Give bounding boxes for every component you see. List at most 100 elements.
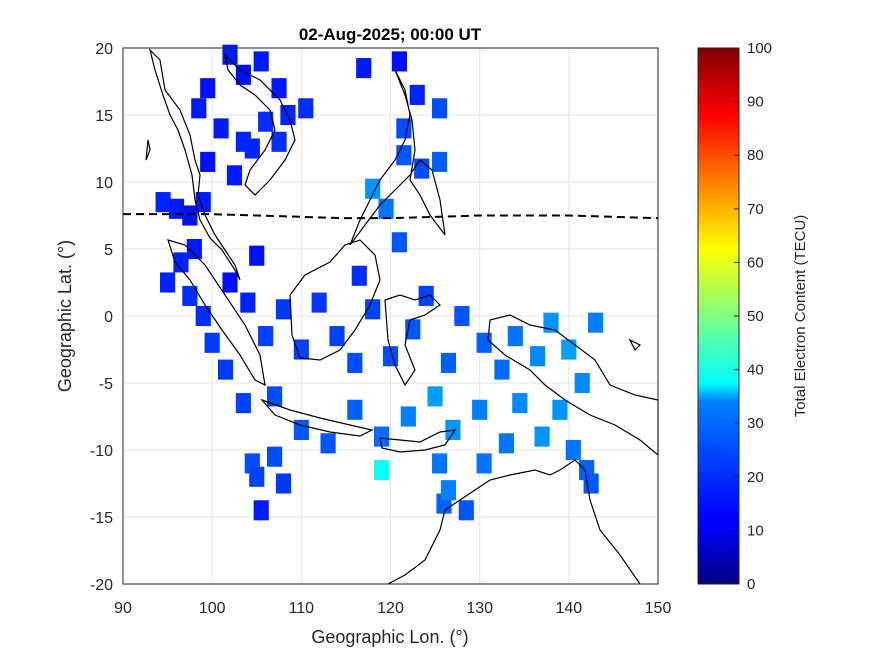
coast-java	[260, 398, 374, 437]
tec-cell	[574, 372, 590, 394]
y-tick-label: 20	[95, 41, 113, 58]
tec-cell	[186, 238, 202, 260]
tec-cell	[440, 480, 457, 501]
tec-cell	[476, 332, 492, 353]
tec-cell	[222, 272, 238, 293]
colorbar	[697, 47, 740, 585]
tec-cell	[195, 305, 211, 327]
tec-cell	[329, 326, 345, 347]
tec-cell	[583, 473, 599, 494]
y-tick-label: -15	[90, 510, 113, 527]
tec-cell	[365, 299, 381, 320]
tec-cell	[275, 299, 292, 320]
x-tick-label: 90	[114, 600, 132, 617]
tec-cell	[396, 145, 412, 166]
tec-cell	[275, 473, 292, 494]
tec-cell	[530, 346, 546, 367]
x-axis-label: Geographic Lon. (°)	[311, 627, 468, 647]
tec-cell	[431, 151, 448, 172]
tec-cell	[374, 426, 390, 447]
tec-cell	[365, 178, 381, 199]
coast-sumatra	[167, 239, 266, 387]
tec-cell	[347, 352, 363, 373]
tec-cell	[454, 305, 470, 327]
tec-cell	[271, 78, 287, 99]
tec-cell	[391, 232, 407, 253]
tec-cell	[293, 339, 309, 360]
y-tick-label: 10	[95, 175, 113, 192]
colorbar-tick-label: 20	[747, 469, 764, 486]
y-tick-label: -20	[90, 577, 113, 594]
tec-cell	[351, 265, 367, 286]
coast-australia	[387, 459, 641, 585]
tec-cell	[561, 339, 577, 360]
colorbar-tick-label: 60	[747, 254, 764, 271]
tec-cell	[249, 245, 265, 266]
tec-cell	[267, 386, 283, 407]
tec-cell	[244, 138, 260, 159]
tec-cell	[409, 84, 425, 105]
coast-philippines	[349, 69, 446, 246]
tec-cell	[213, 118, 229, 139]
colorbar-tick-label: 30	[747, 415, 764, 432]
tec-cell	[400, 406, 416, 427]
coast-vietnam	[224, 53, 296, 196]
tec-cell	[311, 292, 327, 313]
tec-cell	[240, 292, 256, 313]
colorbar-tick-label: 40	[747, 362, 764, 379]
tec-cell	[396, 118, 412, 139]
y-tick-label: -10	[90, 443, 113, 460]
colorbar-tick-label: 80	[747, 147, 764, 164]
tec-cell	[235, 393, 251, 414]
colorbar-tick-label: 100	[747, 40, 772, 57]
tec-cell	[195, 192, 211, 213]
tec-cell	[565, 439, 581, 461]
tec-cell	[226, 165, 243, 186]
y-tick-label: 15	[95, 108, 113, 125]
chart-title: 02-Aug-2025; 00:00 UT	[299, 25, 482, 44]
tec-cell	[320, 433, 336, 454]
axes-box	[122, 47, 659, 585]
tec-cell	[347, 399, 363, 420]
tec-cell	[431, 98, 448, 119]
tec-cell	[249, 466, 265, 487]
tec-cell	[258, 326, 274, 347]
coast-sunda	[379, 429, 457, 453]
tec-cell	[507, 326, 523, 347]
coast-island-b	[628, 338, 642, 352]
coast-borneo	[289, 239, 381, 361]
tec-cell	[168, 198, 185, 219]
x-tick-labels: 90 100 110 120 130 140 150	[114, 600, 671, 617]
tec-cell	[160, 272, 176, 293]
tec-cell	[217, 359, 234, 380]
colorbar-tick-label: 50	[747, 308, 764, 325]
colorbar-label: Total Electron Content (TECU)	[792, 215, 809, 418]
tec-cell	[427, 386, 443, 407]
tec-cell	[378, 198, 394, 219]
colorbar-tick-label: 90	[747, 94, 764, 111]
coast-island-a	[145, 139, 151, 161]
tec-cell	[298, 98, 314, 119]
tec-cell	[494, 359, 510, 380]
y-tick-label: 5	[104, 242, 113, 259]
tec-cell	[253, 51, 269, 72]
y-tick-label: 0	[104, 309, 113, 326]
tec-cell	[155, 192, 171, 213]
tec-cell	[588, 312, 604, 333]
colorbar-tick-label: 10	[747, 522, 764, 539]
x-tick-label: 130	[466, 600, 493, 617]
x-tick-label: 140	[555, 600, 582, 617]
tec-cell	[391, 51, 407, 72]
tec-cell	[182, 285, 198, 306]
tec-cell	[200, 151, 216, 172]
coastlines	[145, 48, 659, 585]
colorbar-tick-label: 70	[747, 201, 764, 218]
y-tick-labels: 20 15 10 5 0 -5 -10 -15 -20	[90, 41, 113, 594]
tec-cells	[155, 44, 604, 521]
magnetic-equator-line	[123, 213, 659, 220]
tec-cell	[204, 332, 220, 353]
tec-cell	[253, 500, 269, 521]
tec-cell	[512, 393, 528, 414]
